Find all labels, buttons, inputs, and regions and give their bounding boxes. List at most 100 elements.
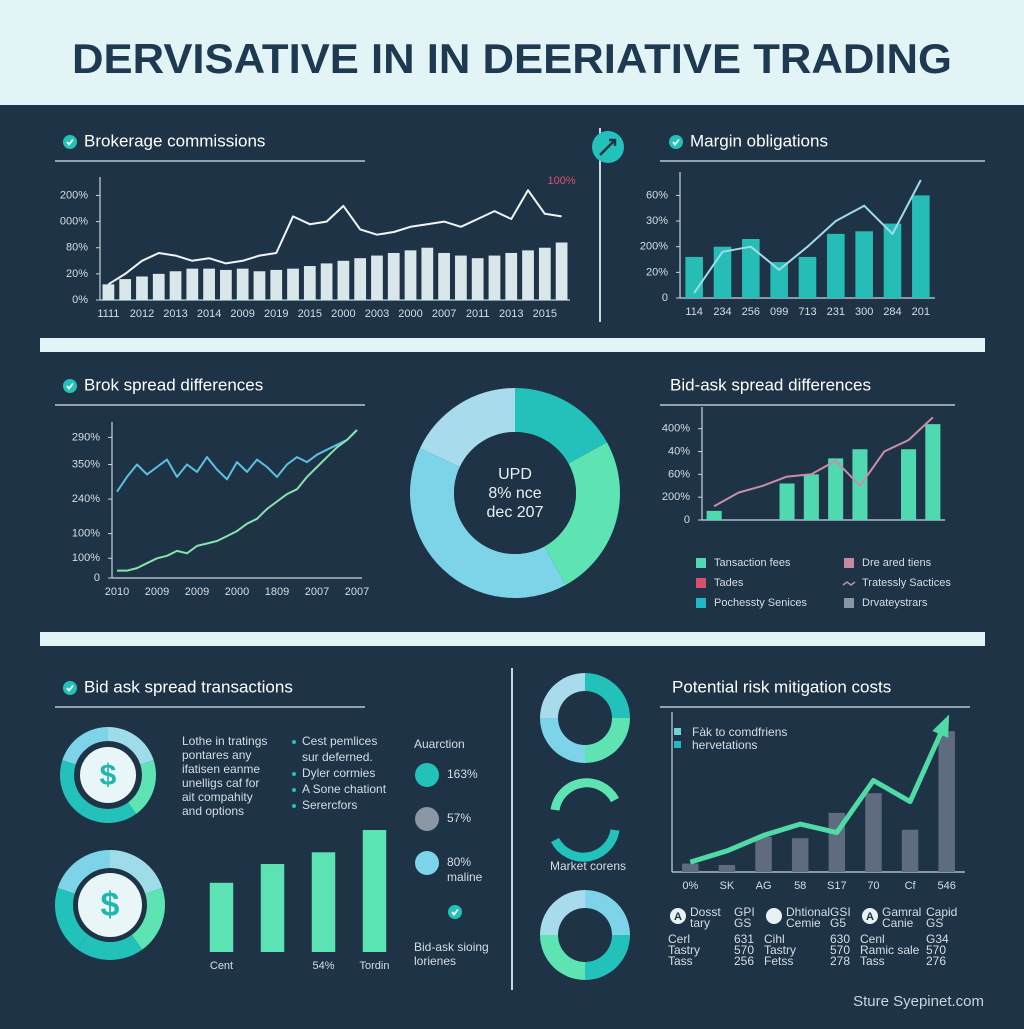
table-sub: Capid xyxy=(926,905,957,919)
table-icon xyxy=(670,908,686,924)
x-tick-label: 2007 xyxy=(432,308,456,320)
note-text: A Sone chationt xyxy=(302,782,387,796)
icon-ring xyxy=(110,850,163,894)
x-tick-label: 201 xyxy=(912,306,930,318)
y-tick-label: 40% xyxy=(668,445,690,457)
table-cell: Tass xyxy=(860,954,885,968)
bullet xyxy=(292,788,296,792)
table-cell: Tastry xyxy=(668,943,700,957)
legend-swatch xyxy=(842,581,856,586)
table-sub: G5 xyxy=(830,916,846,930)
y-tick-label: 60% xyxy=(646,189,668,201)
table-sub: GPI xyxy=(734,905,755,919)
x-tick-label: 2015 xyxy=(533,308,557,320)
check-icon xyxy=(66,684,74,692)
legend-label: Pochessty Senices xyxy=(714,597,807,609)
bar xyxy=(220,269,232,300)
table-icon xyxy=(862,908,878,924)
bar xyxy=(186,268,199,300)
bar xyxy=(169,271,182,300)
legend-swatch xyxy=(696,598,706,608)
bar xyxy=(438,252,450,300)
bar xyxy=(742,239,760,298)
legend-swatch xyxy=(696,558,706,568)
item-text: maline xyxy=(447,870,483,884)
check-icon xyxy=(66,382,74,390)
item-text: 57% xyxy=(447,811,471,825)
legend-label: Drvateystrars xyxy=(862,597,928,609)
bar xyxy=(236,268,249,300)
bar xyxy=(505,252,518,300)
table-cell: 631 xyxy=(734,932,754,946)
icon-ring xyxy=(79,802,137,824)
y-tick-label: 240% xyxy=(72,493,100,505)
bar xyxy=(404,250,417,300)
table-cell: Ramic sale xyxy=(860,943,920,957)
line xyxy=(689,718,949,865)
table-cell: Cerl xyxy=(668,932,690,946)
footer: Sture Syepinet.com xyxy=(853,993,984,1010)
x-tick-label: 256 xyxy=(742,306,760,318)
icon-ring xyxy=(108,727,154,765)
bar xyxy=(209,882,234,952)
table-cell: 570 xyxy=(926,943,946,957)
table-cell: G34 xyxy=(926,932,949,946)
x-tick-label: 1809 xyxy=(265,586,289,598)
x-tick-label: 2007 xyxy=(305,586,329,598)
legend-label: Tades xyxy=(714,577,744,589)
x-tick-label: 114 xyxy=(685,306,703,318)
donut-slice xyxy=(419,388,515,468)
icon-ring xyxy=(540,673,585,718)
x-tick-label: 284 xyxy=(883,306,901,318)
bar xyxy=(865,793,882,872)
bar xyxy=(791,838,809,872)
x-tick-label: Cf xyxy=(905,880,917,892)
bullet xyxy=(292,740,296,744)
y-tick-label: 80% xyxy=(66,242,88,254)
bar xyxy=(303,266,316,300)
table-cell: Tastry xyxy=(764,943,796,957)
icon xyxy=(599,138,617,156)
section-heading: Brok spread differences xyxy=(84,375,263,394)
icon-ring xyxy=(540,935,585,980)
market-label: Market corens xyxy=(550,859,626,873)
x-tick-label: 2009 xyxy=(185,586,209,598)
bar xyxy=(337,260,350,300)
y-tick-label: 20% xyxy=(66,268,88,280)
bar xyxy=(522,250,534,300)
x-tick-label: 2007 xyxy=(345,586,369,598)
line xyxy=(116,429,358,493)
bar xyxy=(102,284,115,300)
x-tick-label: 231 xyxy=(827,306,845,318)
table-head: Gamral xyxy=(882,905,921,919)
bar xyxy=(538,247,551,300)
x-tick-label: 0% xyxy=(682,880,698,892)
y-tick-label: 0 xyxy=(94,572,100,584)
bar xyxy=(706,510,722,520)
legend-label: Fàk to comdfriens xyxy=(692,725,787,739)
y-tick-label: 100% xyxy=(72,552,100,564)
table-cell: 570 xyxy=(830,943,850,957)
table-cell: 256 xyxy=(734,954,754,968)
icon: $ xyxy=(101,886,120,924)
section-heading: Brokerage commissions xyxy=(84,131,265,150)
x-tick-label: 300 xyxy=(855,306,873,318)
bar xyxy=(253,271,266,300)
bar xyxy=(555,242,568,300)
y-tick-label: 20% xyxy=(646,266,668,278)
note-text: Cest pemlices xyxy=(302,734,377,748)
bar xyxy=(354,258,367,300)
bar xyxy=(718,864,736,872)
bar xyxy=(287,268,299,300)
bar xyxy=(320,263,333,300)
note-text: and options xyxy=(182,804,244,818)
bar xyxy=(455,255,467,300)
donut-slice xyxy=(544,442,620,586)
center-text: 8% nce xyxy=(488,485,541,502)
bar xyxy=(136,276,148,300)
item-icon xyxy=(415,763,439,787)
table-cell: Tass xyxy=(668,954,693,968)
bar xyxy=(421,247,434,300)
y-tick-label: 0 xyxy=(662,292,668,304)
